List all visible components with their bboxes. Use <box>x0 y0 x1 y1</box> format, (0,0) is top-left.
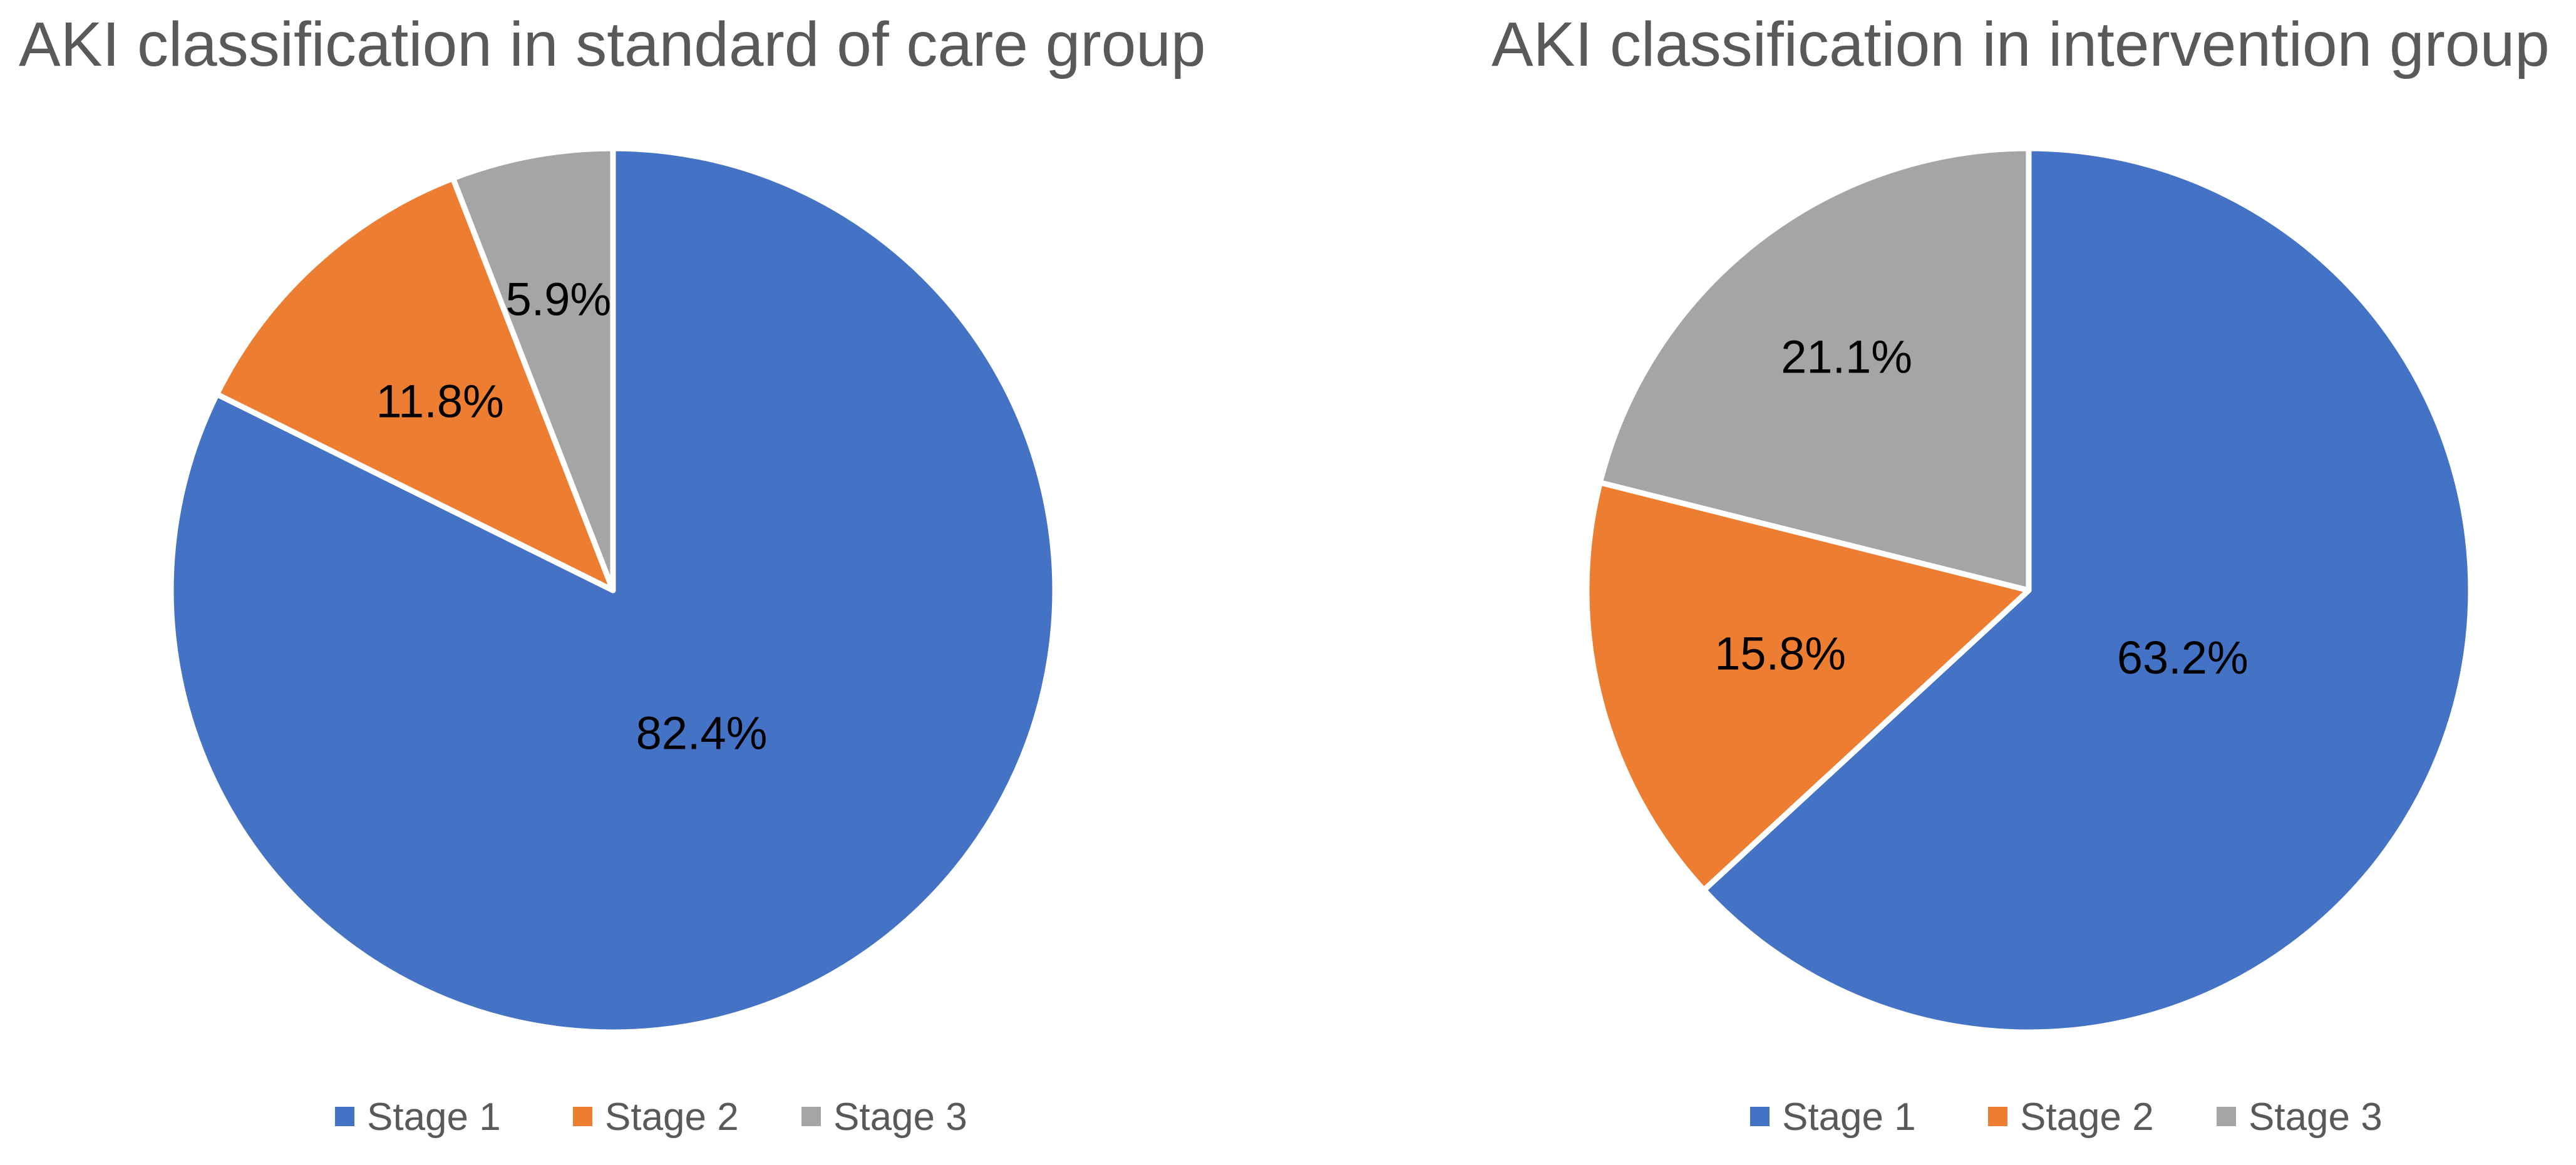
pie-slices-standard-of-care <box>168 145 1058 1035</box>
legend-label-stage-1: Stage 1 <box>367 1096 501 1139</box>
pie-slice-stage-3 <box>1597 145 2032 593</box>
pie-slice-stage-1 <box>1701 145 2474 1035</box>
legend-standard-of-care: Stage 1 Stage 2 Stage 3 <box>335 1096 967 1139</box>
pie-slice-stage-3 <box>450 145 616 593</box>
legend-label-stage-2: Stage 2 <box>605 1096 739 1139</box>
data-label-stage-1: 63.2% <box>2117 632 2249 684</box>
data-label-stage-1: 82.4% <box>636 707 768 759</box>
legend-item-stage-1: Stage 1 <box>335 1096 501 1139</box>
legend-item-stage-2: Stage 2 <box>1988 1096 2154 1139</box>
data-labels-intervention: 63.2% 15.8% 21.1% <box>1714 331 2248 684</box>
pie-chart-intervention: AKI classification in intervention group… <box>1492 9 2550 1139</box>
data-label-stage-2: 11.8% <box>376 375 504 427</box>
legend-intervention: Stage 1 Stage 2 Stage 3 <box>1750 1096 2383 1139</box>
legend-label-stage-3: Stage 3 <box>2249 1096 2383 1139</box>
chart-title-standard-of-care: AKI classification in standard of care g… <box>19 9 1205 80</box>
data-label-stage-2: 15.8% <box>1714 628 1846 680</box>
legend-swatch-stage-2 <box>1988 1107 2007 1126</box>
legend-swatch-stage-3 <box>2217 1107 2236 1126</box>
pie-slice-stage-2 <box>1584 480 2032 893</box>
legend-item-stage-3: Stage 3 <box>2217 1096 2383 1139</box>
legend-swatch-stage-1 <box>1750 1107 1770 1126</box>
data-label-stage-3: 21.1% <box>1781 331 1912 383</box>
legend-label-stage-1: Stage 1 <box>1782 1096 1916 1139</box>
legend-item-stage-2: Stage 2 <box>573 1096 739 1139</box>
legend-label-stage-2: Stage 2 <box>2020 1096 2154 1139</box>
legend-item-stage-3: Stage 3 <box>801 1096 967 1139</box>
legend-swatch-stage-2 <box>573 1107 592 1126</box>
pie-slice-stage-2 <box>214 175 616 593</box>
chart-title-intervention: AKI classification in intervention group <box>1492 9 2550 80</box>
legend-swatch-stage-1 <box>335 1107 354 1126</box>
legend-swatch-stage-3 <box>801 1107 821 1126</box>
pie-chart-standard-of-care: AKI classification in standard of care g… <box>19 9 1205 1139</box>
legend-item-stage-1: Stage 1 <box>1750 1096 1916 1139</box>
data-label-stage-3: 5.9% <box>506 274 612 326</box>
data-labels-standard-of-care: 82.4% 11.8% 5.9% <box>376 274 768 759</box>
legend-label-stage-3: Stage 3 <box>833 1096 967 1139</box>
pie-slices-intervention <box>1584 145 2474 1035</box>
